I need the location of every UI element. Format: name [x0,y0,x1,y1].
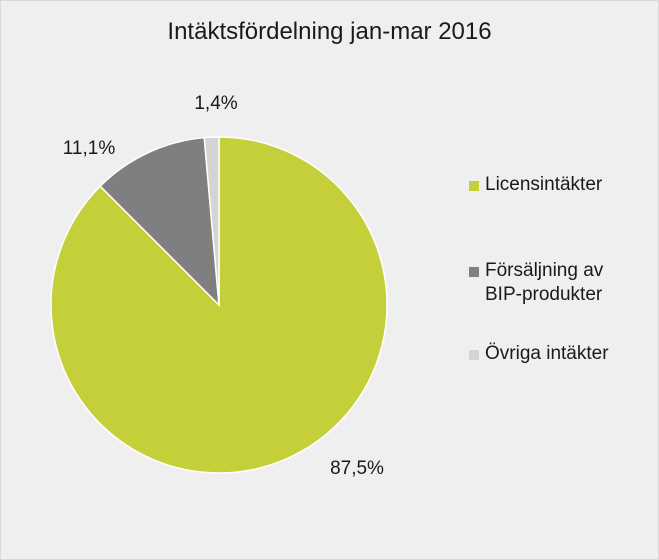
legend-label: Övriga intäkter [485,343,609,364]
legend-swatch [469,350,479,360]
slice-data-label: 87,5% [330,458,384,479]
slice-data-label: 11,1% [63,138,116,159]
slice-data-label: 1,4% [194,93,237,114]
chart-title: Intäktsfördelning jan-mar 2016 [167,18,492,45]
pie-slice [99,136,220,307]
legend-swatch [469,267,479,277]
pie-slice [203,136,220,306]
legend-label: Försäljning av BIP-produkter [485,260,604,305]
legend-swatch [469,181,479,191]
legend-item-ovriga-intakter: Övriga intäkter [469,342,654,366]
legend-item-licensintakter: Licensintäkter [469,173,654,197]
legend-label: Licensintäkter [485,174,603,195]
legend-item-forsaljning-bip: Försäljning av BIP-produkter [469,259,654,307]
